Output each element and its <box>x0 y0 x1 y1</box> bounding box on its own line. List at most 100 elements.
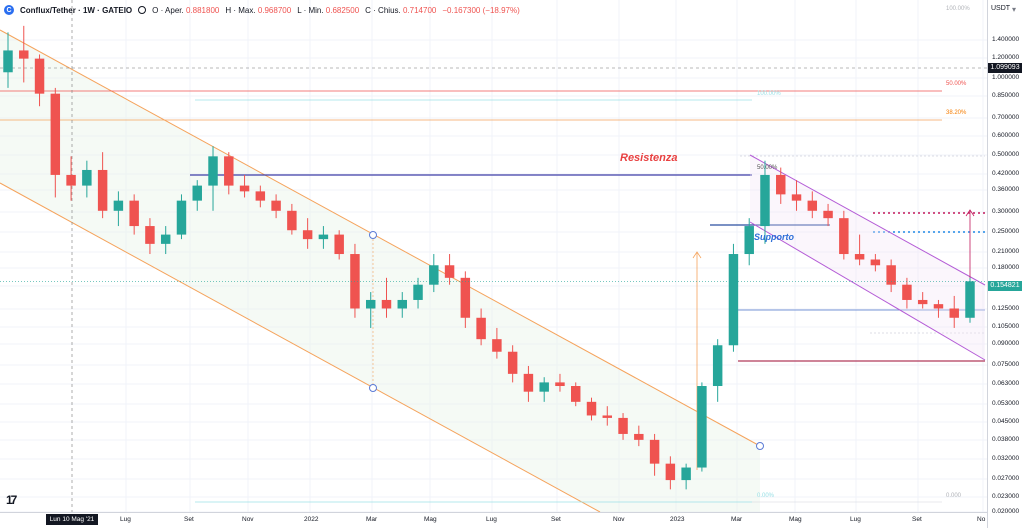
candle-body <box>302 230 313 240</box>
price-tick-label: 0.027000 <box>992 475 1020 482</box>
candle-body <box>902 284 912 300</box>
time-tick-label: Mag <box>424 516 437 523</box>
price-tick-label: 0.180000 <box>992 264 1020 271</box>
candle-body <box>160 234 171 244</box>
candle-body <box>255 191 266 201</box>
price-tick-label: 0.023000 <box>992 493 1020 500</box>
visibility-dot-icon[interactable] <box>138 6 147 14</box>
candle-body <box>776 174 786 195</box>
open-value: O · Aper. 0.881800 <box>152 5 220 15</box>
fib-0-label: 0.00% <box>757 493 775 499</box>
purple-channel-upper <box>749 154 986 286</box>
change-value: −0.167300 (−18.97%) <box>442 5 520 15</box>
price-tick-label: 0.063000 <box>992 380 1020 387</box>
candle-body <box>681 467 691 481</box>
purple-channel-lower <box>749 221 986 361</box>
price-tick-label: 0.300000 <box>992 208 1020 215</box>
channel-lower-line <box>0 182 601 512</box>
candle-body <box>728 254 739 346</box>
time-axis[interactable] <box>0 512 987 528</box>
candle-body <box>760 174 770 227</box>
candle-body <box>271 200 281 211</box>
target-arrow-head <box>965 209 975 217</box>
time-tick-label: Mar <box>731 516 743 523</box>
crosshair-price-tag: 1.099093 <box>988 63 1022 73</box>
price-tick-label: 1.400000 <box>992 36 1020 43</box>
candle-body <box>19 50 29 59</box>
candle-body <box>192 185 202 201</box>
channel-handle <box>756 442 764 450</box>
price-tick-label: 0.420000 <box>992 170 1020 177</box>
fib-100-label: 100.00% <box>757 91 781 97</box>
candle-body <box>886 265 896 285</box>
candle-body <box>586 401 597 416</box>
time-tick-label: Set <box>184 516 194 523</box>
candle-body <box>334 234 344 255</box>
candle-body <box>839 218 849 255</box>
price-tick-label: 0.053000 <box>992 400 1020 407</box>
symbol-title[interactable]: Conflux/Tether · 1W · GATEIO <box>20 5 133 15</box>
candle-body <box>97 169 108 211</box>
candle-body <box>381 299 392 309</box>
candle-body <box>492 339 502 352</box>
candle-body <box>523 373 534 392</box>
candle-body <box>555 382 565 387</box>
close-value: C · Chius. 0.714700 <box>365 5 437 15</box>
price-tick-label: 0.090000 <box>992 340 1020 347</box>
resistance-label[interactable]: Resistenza <box>620 152 678 164</box>
fib-right-100-label: 100.00% <box>946 6 970 12</box>
time-tick-label: 2023 <box>670 516 685 523</box>
candle-body <box>429 265 439 285</box>
candle-body <box>239 185 250 192</box>
candle-body <box>176 200 187 235</box>
candle-body <box>208 156 218 186</box>
price-tick-label: 0.210000 <box>992 248 1020 255</box>
time-tick-label: Set <box>551 516 561 523</box>
price-axis[interactable] <box>987 0 1024 528</box>
price-tick-label: 0.700000 <box>992 114 1020 121</box>
tradingview-logo-icon[interactable]: 17 <box>6 493 17 507</box>
candle-body <box>365 299 376 309</box>
time-tick-label: Set <box>912 516 922 523</box>
candle-body <box>66 174 76 186</box>
last-price-tag: 0.154821 <box>988 281 1022 291</box>
candle-body <box>870 259 881 266</box>
price-tick-label: 0.125000 <box>992 305 1020 312</box>
candle-body <box>933 304 944 309</box>
candle-body <box>949 308 959 318</box>
fib-50-label: 50.00% <box>946 81 967 87</box>
candle-body <box>539 382 549 392</box>
candle-body <box>397 299 407 309</box>
chevron-down-icon[interactable]: ▾ <box>1012 5 1017 14</box>
low-value: L · Min. 0.682500 <box>297 5 360 15</box>
candle-body <box>791 194 802 201</box>
price-chart[interactable] <box>0 0 987 512</box>
price-tick-label: 0.032000 <box>992 455 1020 462</box>
candle-body <box>965 281 975 318</box>
price-tick-label: 0.500000 <box>992 151 1020 158</box>
channel-handle <box>369 231 377 239</box>
high-value: H · Max. 0.968700 <box>225 5 292 15</box>
candle-body <box>634 433 644 440</box>
candle-body <box>665 463 676 481</box>
price-tick-label: 0.250000 <box>992 228 1020 235</box>
candle-body <box>712 345 723 387</box>
candle-body <box>82 169 92 186</box>
time-tick-label: Mag <box>789 516 802 523</box>
conflux-logo-icon: C <box>4 5 14 15</box>
price-tick-label: 0.045000 <box>992 418 1020 425</box>
currency-label[interactable]: USDT <box>991 5 1011 12</box>
candle-body <box>807 200 818 211</box>
price-tick-label: 0.850000 <box>992 92 1020 99</box>
price-tick-label: 0.360000 <box>992 186 1020 193</box>
chart-legend: C Conflux/Tether · 1W · GATEIO O · Aper.… <box>4 3 520 17</box>
fib-right-0-label: 0.000 <box>946 493 962 499</box>
support-label[interactable]: Supporto <box>754 232 794 242</box>
price-tick-label: 0.105000 <box>992 323 1020 330</box>
candle-body <box>571 386 581 402</box>
candle-body <box>318 234 329 240</box>
channel-fill <box>0 30 760 512</box>
candle-body <box>507 351 518 374</box>
time-tick-label: Nov <box>613 516 625 523</box>
